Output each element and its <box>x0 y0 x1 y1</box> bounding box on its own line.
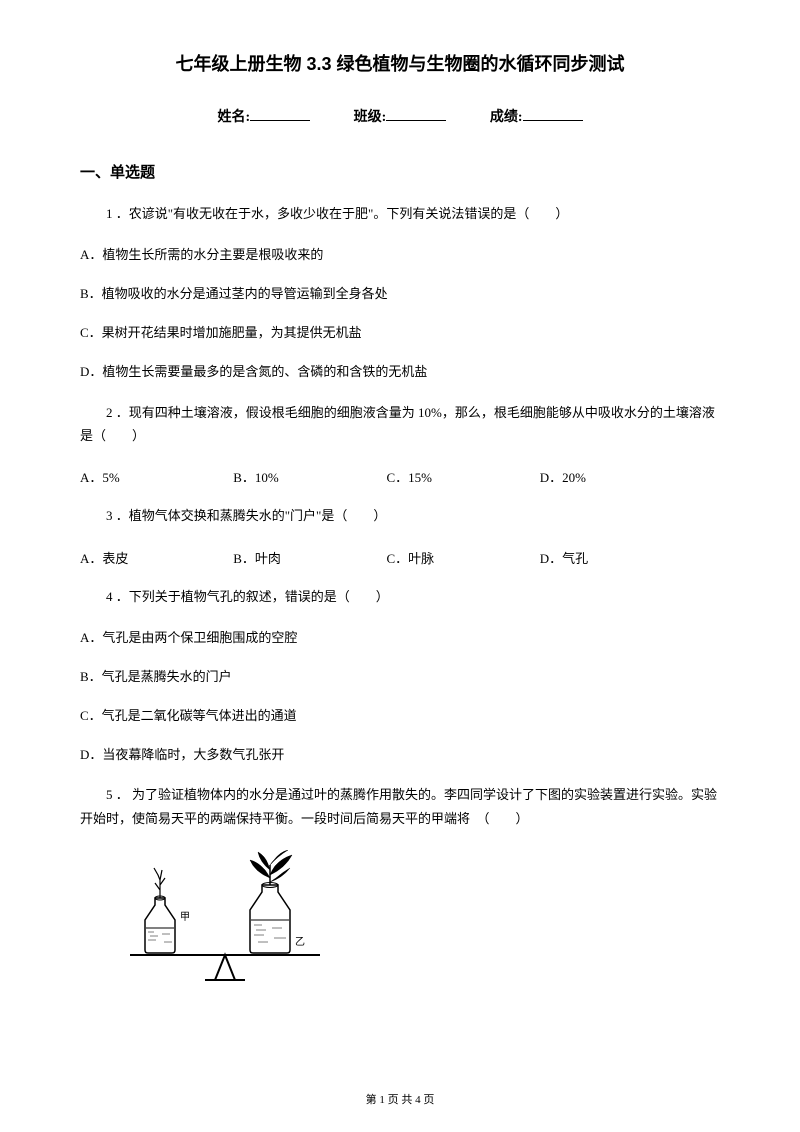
balance-diagram-icon: 甲 乙 <box>110 850 340 990</box>
class-field: 班级: <box>354 106 447 126</box>
svg-text:甲: 甲 <box>180 912 190 923</box>
q1-option-a: A．植物生长所需的水分主要是根吸收来的 <box>80 245 720 266</box>
student-info-line: 姓名: 班级: 成绩: <box>80 106 720 126</box>
q4-option-d: D．当夜幕降临时，大多数气孔张开 <box>80 745 720 766</box>
svg-text:乙: 乙 <box>295 936 305 948</box>
score-label: 成绩: <box>490 110 523 125</box>
q4-option-b: B．气孔是蒸腾失水的门户 <box>80 667 720 688</box>
score-field: 成绩: <box>490 106 583 126</box>
q3-option-d: D．气孔 <box>540 548 690 567</box>
q3-options: A．表皮 B．叶肉 C．叶脉 D．气孔 <box>80 548 720 567</box>
q3-option-b: B．叶肉 <box>233 548 383 567</box>
score-blank <box>523 120 583 121</box>
q3-option-a: A．表皮 <box>80 548 230 567</box>
section-1-title: 一、单选题 <box>80 161 720 182</box>
page-footer: 第 1 页 共 4 页 <box>0 1091 800 1107</box>
name-field: 姓名: <box>217 106 310 126</box>
q3-option-c: C．叶脉 <box>387 548 537 567</box>
question-3-text: 3 ．植物气体交换和蒸腾失水的"门户"是（ ） <box>80 504 720 527</box>
page-title: 七年级上册生物 3.3 绿色植物与生物圈的水循环同步测试 <box>80 50 720 76</box>
q1-option-b: B．植物吸收的水分是通过茎内的导管运输到全身各处 <box>80 284 720 305</box>
name-blank <box>250 120 310 121</box>
q2-option-b: B．10% <box>233 467 383 486</box>
question-2-text: 2 ．现有四种土壤溶液，假设根毛细胞的细胞液含量为 10%，那么，根毛细胞能够从… <box>80 401 720 448</box>
q1-option-c: C．果树开花结果时增加施肥量，为其提供无机盐 <box>80 323 720 344</box>
question-4-text: 4 ．下列关于植物气孔的叙述，错误的是（ ） <box>80 585 720 608</box>
question-5-text: 5 ． 为了验证植物体内的水分是通过叶的蒸腾作用散失的。李四同学设计了下图的实验… <box>80 783 720 830</box>
experiment-diagram: 甲 乙 <box>110 850 720 995</box>
q4-option-c: C．气孔是二氧化碳等气体进出的通道 <box>80 706 720 727</box>
name-label: 姓名: <box>217 110 250 125</box>
q1-option-d: D．植物生长需要量最多的是含氮的、含磷的和含铁的无机盐 <box>80 362 720 383</box>
q2-options: A．5% B．10% C．15% D．20% <box>80 467 720 486</box>
class-blank <box>386 120 446 121</box>
class-label: 班级: <box>354 110 387 125</box>
question-1-text: 1 ．农谚说"有收无收在于水，多收少收在于肥"。下列有关说法错误的是（ ） <box>80 202 720 225</box>
q2-option-c: C．15% <box>387 467 537 486</box>
q2-option-d: D．20% <box>540 467 690 486</box>
q4-option-a: A．气孔是由两个保卫细胞围成的空腔 <box>80 628 720 649</box>
q2-option-a: A．5% <box>80 467 230 486</box>
